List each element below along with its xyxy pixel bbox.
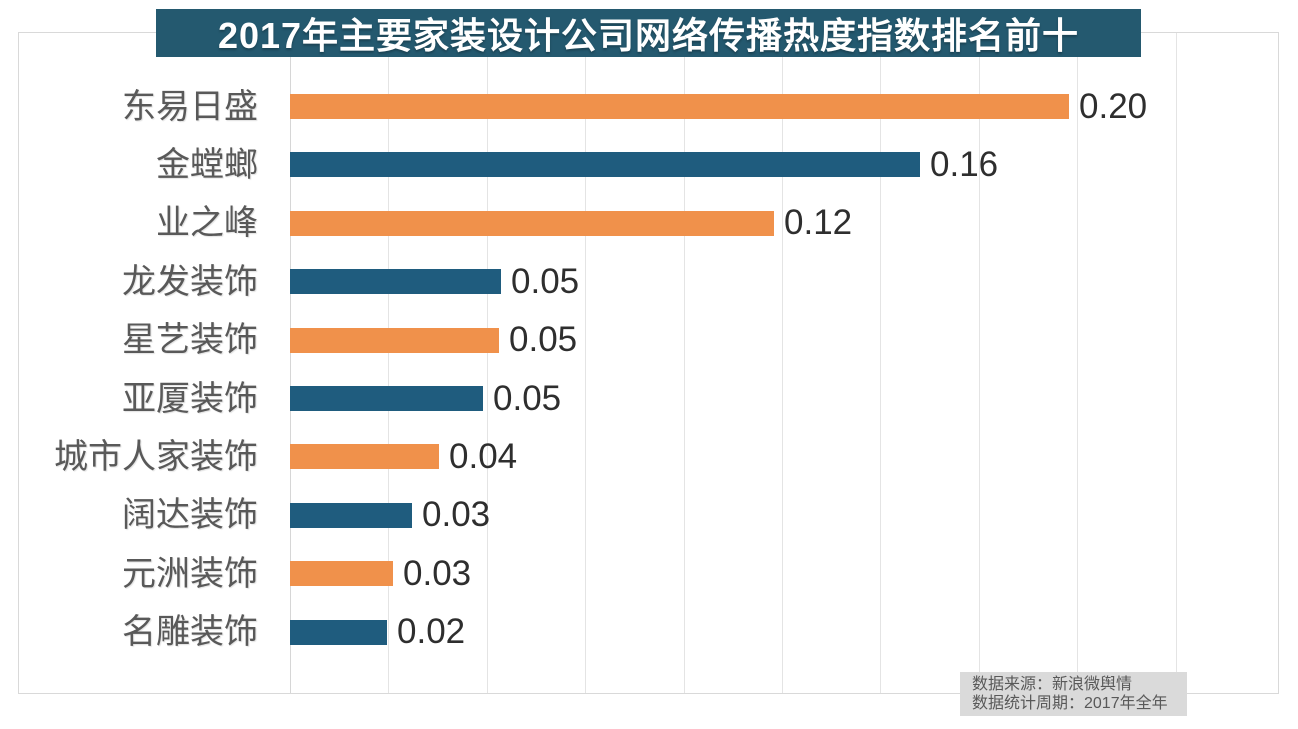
gridline — [585, 33, 587, 693]
chart-title-banner: 2017年主要家装设计公司网络传播热度指数排名前十 — [156, 9, 1141, 57]
gridline — [880, 33, 882, 693]
value-label: 0.05 — [493, 378, 562, 418]
gridline — [388, 33, 390, 693]
source-line-2: 数据统计周期：2017年全年 — [972, 695, 1168, 712]
bar — [290, 561, 393, 587]
category-label: 城市人家装饰 — [54, 437, 258, 476]
bar — [290, 444, 439, 470]
gridline — [1077, 33, 1079, 693]
category-label: 业之峰 — [156, 204, 258, 243]
value-label: 0.05 — [509, 320, 578, 360]
value-label: 0.16 — [930, 144, 999, 184]
category-label: 星艺装饰 — [122, 321, 258, 360]
source-note: 数据来源：新浪微舆情 数据统计周期：2017年全年 — [960, 672, 1187, 716]
plot-frame — [18, 32, 1279, 694]
source-line-1: 数据来源：新浪微舆情 — [972, 676, 1133, 693]
value-label: 0.12 — [784, 203, 853, 243]
category-label: 元洲装饰 — [122, 554, 258, 593]
y-axis-line — [290, 33, 291, 693]
chart-title: 2017年主要家装设计公司网络传播热度指数排名前十 — [217, 15, 1080, 56]
value-label: 0.03 — [403, 553, 472, 593]
bar — [290, 327, 499, 353]
category-label: 东易日盛 — [122, 87, 258, 126]
bar — [290, 502, 412, 528]
gridline — [1175, 33, 1177, 693]
category-label: 金螳螂 — [156, 145, 258, 184]
gridline — [782, 33, 783, 693]
gridline — [978, 33, 980, 693]
value-label: 0.20 — [1079, 86, 1148, 126]
bar — [290, 210, 774, 236]
value-label: 0.04 — [449, 436, 518, 476]
bar — [290, 94, 1069, 119]
bar — [290, 152, 920, 178]
bar — [290, 269, 501, 295]
gridline — [683, 33, 685, 693]
bar — [290, 386, 483, 411]
category-label: 龙发装饰 — [122, 262, 258, 301]
category-label: 亚厦装饰 — [122, 379, 258, 418]
category-label: 阔达装饰 — [122, 496, 258, 535]
category-label: 名雕装饰 — [122, 613, 258, 652]
value-label: 0.02 — [397, 612, 466, 652]
value-label: 0.05 — [511, 261, 580, 301]
gridline — [486, 33, 488, 693]
value-label: 0.03 — [422, 495, 491, 535]
bar — [290, 619, 387, 645]
